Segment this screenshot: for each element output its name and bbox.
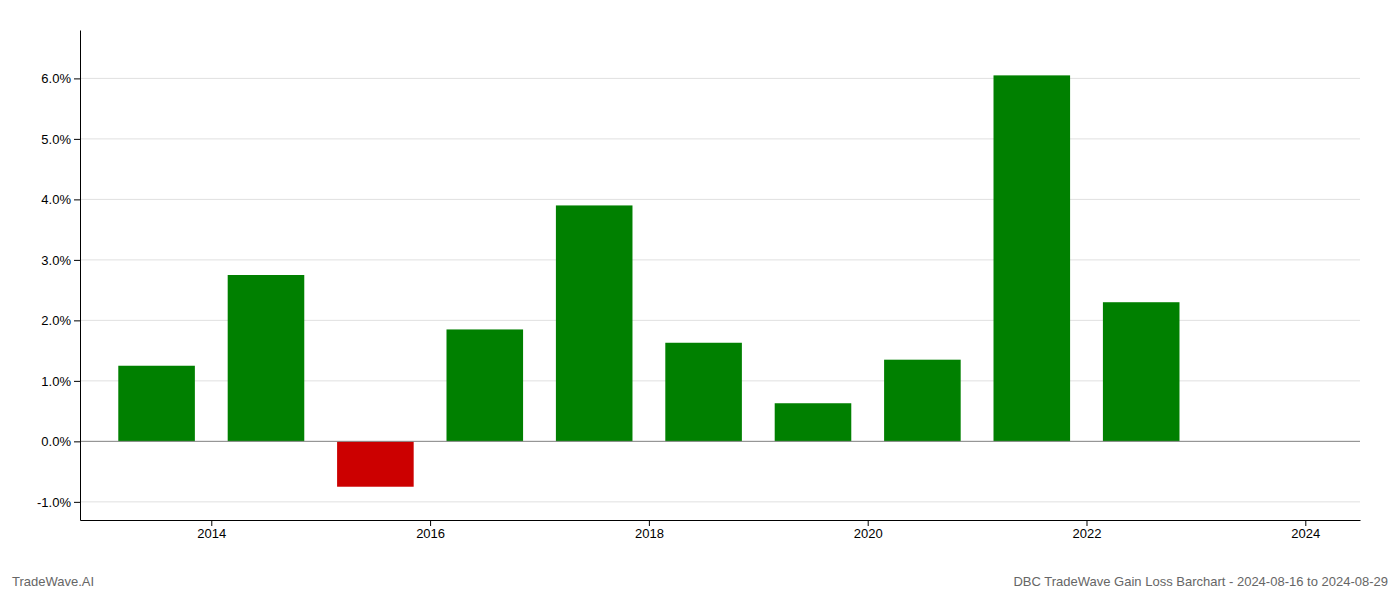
x-tick-label: 2016 [416,526,445,541]
x-tick-mark [211,520,212,526]
x-tick-mark [868,520,869,526]
bar [228,275,305,441]
y-tick-mark [74,502,80,503]
x-tick: 2018 [635,520,664,541]
x-tick-mark [1305,520,1306,526]
bar [1103,302,1180,441]
y-axis-line [80,31,81,521]
x-tick-label: 2014 [197,526,226,541]
x-tick-label: 2020 [854,526,883,541]
watermark: TradeWave.AI [12,574,94,589]
grid-line [80,199,1360,200]
x-tick: 2020 [854,520,883,541]
grid-line [80,501,1360,502]
y-tick-label: -1.0% [37,495,71,510]
bar [446,329,523,441]
y-tick-label: 1.0% [41,374,71,389]
bar [665,343,742,442]
y-tick-label: 3.0% [41,253,71,268]
y-tick: 1.0% [41,374,80,389]
y-tick-label: 6.0% [41,71,71,86]
y-tick-mark [74,260,80,261]
bar [775,403,852,441]
x-tick: 2024 [1291,520,1320,541]
zero-line [80,441,1360,442]
chart: 2014 2016 2018 2020 2022 2024 -1.0% 0.0% 1.0% 2.0… [0,0,1400,600]
grid-line [80,138,1360,139]
bar [994,75,1071,441]
y-tick-mark [74,441,80,442]
bar [337,441,414,486]
x-axis-line [81,520,1361,521]
y-tick-label: 4.0% [41,192,71,207]
x-tick: 2022 [1073,520,1102,541]
x-tick-mark [1086,520,1087,526]
y-tick-mark [74,199,80,200]
grid-line [80,441,1360,442]
x-tick-label: 2022 [1073,526,1102,541]
x-tick: 2016 [416,520,445,541]
grid-line [80,78,1360,79]
y-tick-mark [74,381,80,382]
y-tick: 5.0% [41,132,80,147]
y-tick: 6.0% [41,71,80,86]
x-tick-label: 2024 [1291,526,1320,541]
y-tick: 2.0% [41,313,80,328]
x-tick-mark [430,520,431,526]
y-tick: 3.0% [41,253,80,268]
y-tick-label: 0.0% [41,434,71,449]
y-tick-label: 5.0% [41,132,71,147]
x-tick-label: 2018 [635,526,664,541]
y-tick-mark [74,78,80,79]
bars [118,75,1179,486]
y-tick-mark [74,320,80,321]
x-axis: 2014 2016 2018 2020 2022 2024 [81,520,1361,541]
grid [80,78,1360,501]
y-tick-mark [74,139,80,140]
y-tick: 0.0% [41,434,80,449]
y-tick-label: 2.0% [41,313,71,328]
grid-line [80,259,1360,260]
x-tick-mark [649,520,650,526]
bar [118,366,195,442]
title: DBC TradeWave Gain Loss Barchart - 2024-… [1013,574,1388,589]
bar [884,360,961,442]
y-tick: 4.0% [41,192,80,207]
bar [556,205,633,441]
y-axis: -1.0% 0.0% 1.0% 2.0% 3.0% 4.0% 5.0% 6.0% [37,31,80,521]
x-tick: 2014 [197,520,226,541]
y-tick: -1.0% [37,495,80,510]
